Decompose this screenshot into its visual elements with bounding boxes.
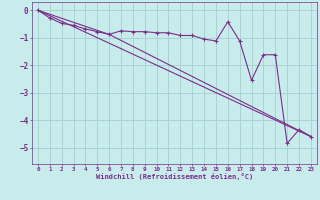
X-axis label: Windchill (Refroidissement éolien,°C): Windchill (Refroidissement éolien,°C): [96, 173, 253, 180]
